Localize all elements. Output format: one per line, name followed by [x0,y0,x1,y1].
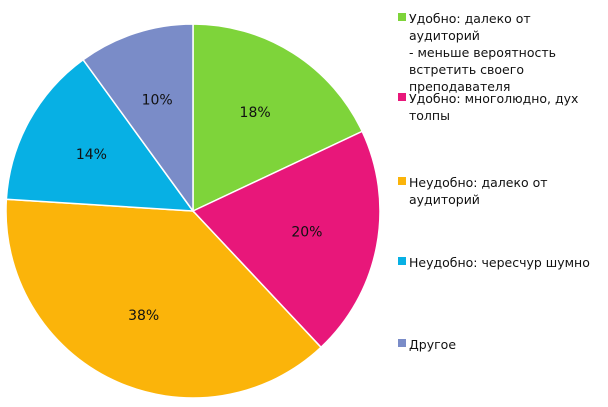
legend-swatch [398,93,406,101]
legend-label: Другое [409,337,457,352]
pie-slice [82,23,194,214]
legend-label: Неудобно: чересчур шумно [409,255,590,270]
slice-data-label: 14% [76,147,107,163]
legend-swatch [398,177,406,185]
pie-slice [192,23,364,213]
legend-swatch [398,339,406,347]
slice-data-label: 38% [128,308,159,324]
slice-data-label: 20% [291,225,322,241]
pie-slice [5,58,195,212]
slice-data-label: 10% [142,93,173,109]
slice-data-label: 18% [240,105,271,121]
legend-label: Удобно: многолюдно, дух толпы [409,91,579,123]
pie-slice [191,130,381,349]
pie-slice [5,198,323,399]
legend-label: Неудобно: далеко от аудиторий [409,175,548,207]
legend-label: Удобно: далеко от аудиторий - меньше вер… [409,11,557,94]
legend-swatch [398,257,406,265]
legend-swatch [398,13,406,21]
